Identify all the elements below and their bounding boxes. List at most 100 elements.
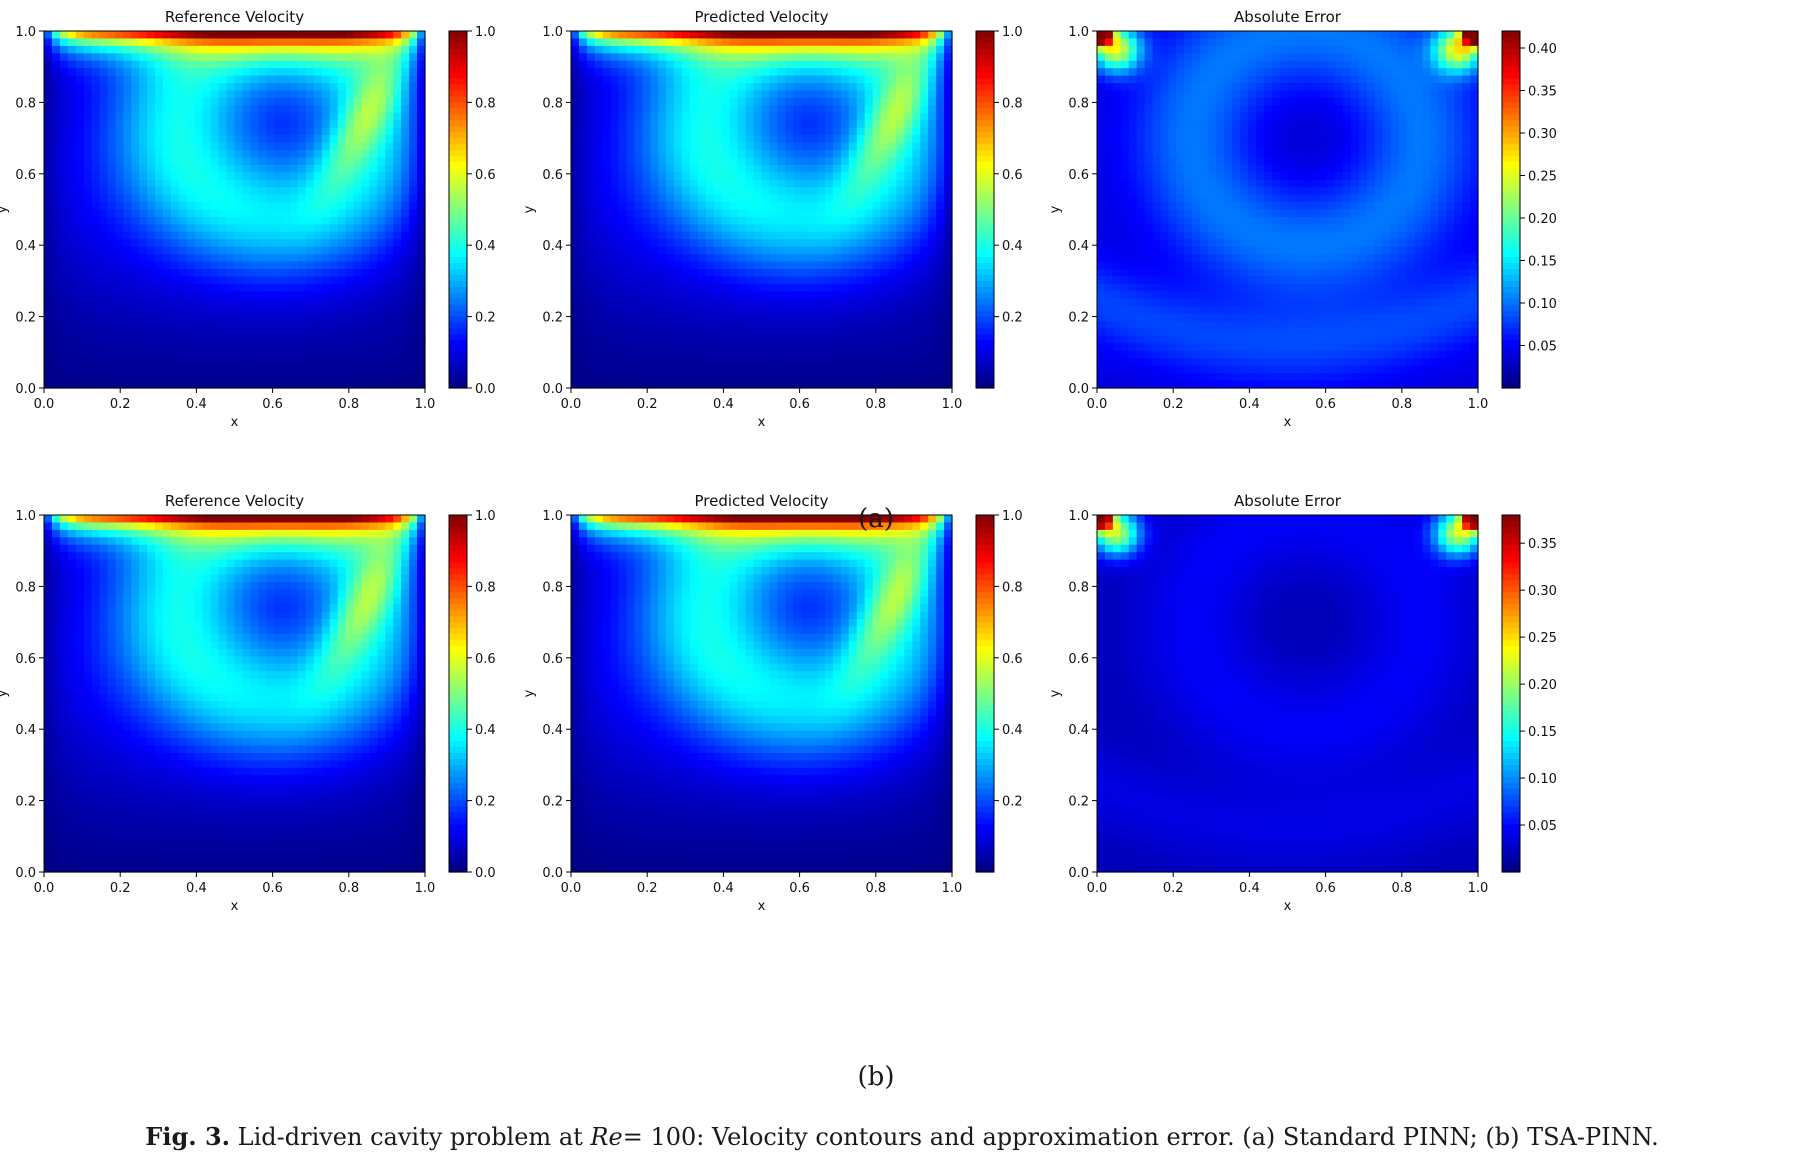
heatmap-cell <box>578 112 588 121</box>
heatmap-cell <box>1104 313 1114 322</box>
heatmap-cell <box>571 276 580 285</box>
heatmap-field <box>1097 31 1479 389</box>
heatmap-cell <box>777 239 786 248</box>
heatmap-cell <box>785 246 794 255</box>
heatmap-cell <box>1104 142 1114 151</box>
heatmap-cell <box>123 283 132 292</box>
heatmap-cell <box>586 328 596 337</box>
heatmap-cell <box>626 380 636 389</box>
heatmap-cell <box>131 254 140 263</box>
heatmap-cell <box>634 328 644 337</box>
heatmap-cell <box>305 75 315 84</box>
heatmap-cell <box>602 202 612 211</box>
heatmap-cell <box>313 31 323 40</box>
heatmap-cell <box>107 209 117 218</box>
heatmap-cell <box>642 31 651 40</box>
heatmap-cell <box>777 209 786 218</box>
heatmap-cell <box>634 298 644 307</box>
colorbar-segment <box>976 102 994 109</box>
heatmap-cell <box>178 75 188 84</box>
heatmap-cell <box>832 38 842 47</box>
heatmap-cell <box>705 254 715 263</box>
heatmap-cell <box>610 38 620 47</box>
heatmap-cell <box>928 53 937 62</box>
heatmap-cell <box>155 112 164 121</box>
heatmap-cell <box>329 283 339 292</box>
heatmap-cell <box>912 60 921 69</box>
heatmap-cell <box>856 179 866 188</box>
heatmap-cell <box>115 105 124 114</box>
heatmap-cell <box>210 53 220 62</box>
heatmap-cell <box>840 298 850 307</box>
heatmap-cell <box>91 269 101 278</box>
heatmap-cell <box>666 150 675 159</box>
heatmap-cell <box>777 269 786 278</box>
heatmap-cell <box>674 231 683 240</box>
heatmap-cell <box>290 135 299 144</box>
heatmap-cell <box>83 209 93 218</box>
heatmap-cell <box>369 150 378 159</box>
heatmap-cell <box>353 157 363 166</box>
heatmap-cell <box>944 269 953 278</box>
heatmap-cell <box>313 343 323 352</box>
heatmap-cell <box>578 31 588 40</box>
heatmap-cell <box>920 164 929 173</box>
heatmap-cell <box>872 239 882 248</box>
heatmap-cell <box>250 105 259 114</box>
heatmap-cell <box>920 90 929 99</box>
heatmap-cell <box>1112 90 1122 99</box>
heatmap-cell <box>1120 127 1130 136</box>
heatmap-cell <box>139 142 148 151</box>
colorbar-segment <box>976 310 994 318</box>
heatmap-cell <box>642 172 651 181</box>
heatmap-cell <box>896 216 905 225</box>
heatmap-cell <box>586 90 596 99</box>
heatmap-cell <box>666 45 675 54</box>
heatmap-cell <box>793 343 802 352</box>
heatmap-cell <box>393 90 402 99</box>
heatmap-cell <box>67 150 77 159</box>
heatmap-cell <box>409 231 418 240</box>
heatmap-cell <box>258 239 267 248</box>
heatmap-cell <box>91 373 101 382</box>
heatmap-cell <box>912 328 921 337</box>
heatmap-cell <box>258 246 267 255</box>
heatmap-cell <box>385 172 394 181</box>
colorbar-segment <box>449 274 467 282</box>
heatmap-cell <box>777 187 786 196</box>
heatmap-cell <box>864 135 874 144</box>
heatmap-cell <box>155 335 164 344</box>
heatmap-cell <box>329 45 339 54</box>
heatmap-cell <box>59 142 69 151</box>
heatmap-cell <box>186 112 196 121</box>
heatmap-cell <box>872 283 882 292</box>
heatmap-cell <box>634 291 644 300</box>
heatmap-cell <box>250 216 259 225</box>
heatmap-cell <box>107 68 117 77</box>
heatmap-cell <box>353 224 363 233</box>
heatmap-cell <box>115 83 124 92</box>
heatmap-cell <box>594 164 604 173</box>
heatmap-cell <box>769 83 778 92</box>
heatmap-cell <box>872 97 882 106</box>
heatmap-cell <box>51 313 61 322</box>
heatmap-cell <box>171 350 180 359</box>
heatmap-cell <box>594 68 604 77</box>
heatmap-cell <box>904 224 913 233</box>
heatmap-cell <box>155 306 164 315</box>
heatmap-cell <box>578 127 588 136</box>
heatmap-cell <box>337 38 347 47</box>
heatmap-cell <box>698 269 707 278</box>
heatmap-cell <box>178 90 188 99</box>
heatmap-cell <box>777 261 786 270</box>
heatmap-cell <box>920 276 929 285</box>
heatmap-cell <box>832 150 842 159</box>
heatmap-cell <box>761 306 771 315</box>
heatmap-cell <box>258 112 267 121</box>
heatmap-cell <box>234 150 244 159</box>
heatmap-cell <box>218 306 228 315</box>
heatmap-cell <box>250 328 259 337</box>
heatmap-cell <box>67 313 77 322</box>
heatmap-cell <box>944 365 953 374</box>
heatmap-cell <box>369 127 378 136</box>
